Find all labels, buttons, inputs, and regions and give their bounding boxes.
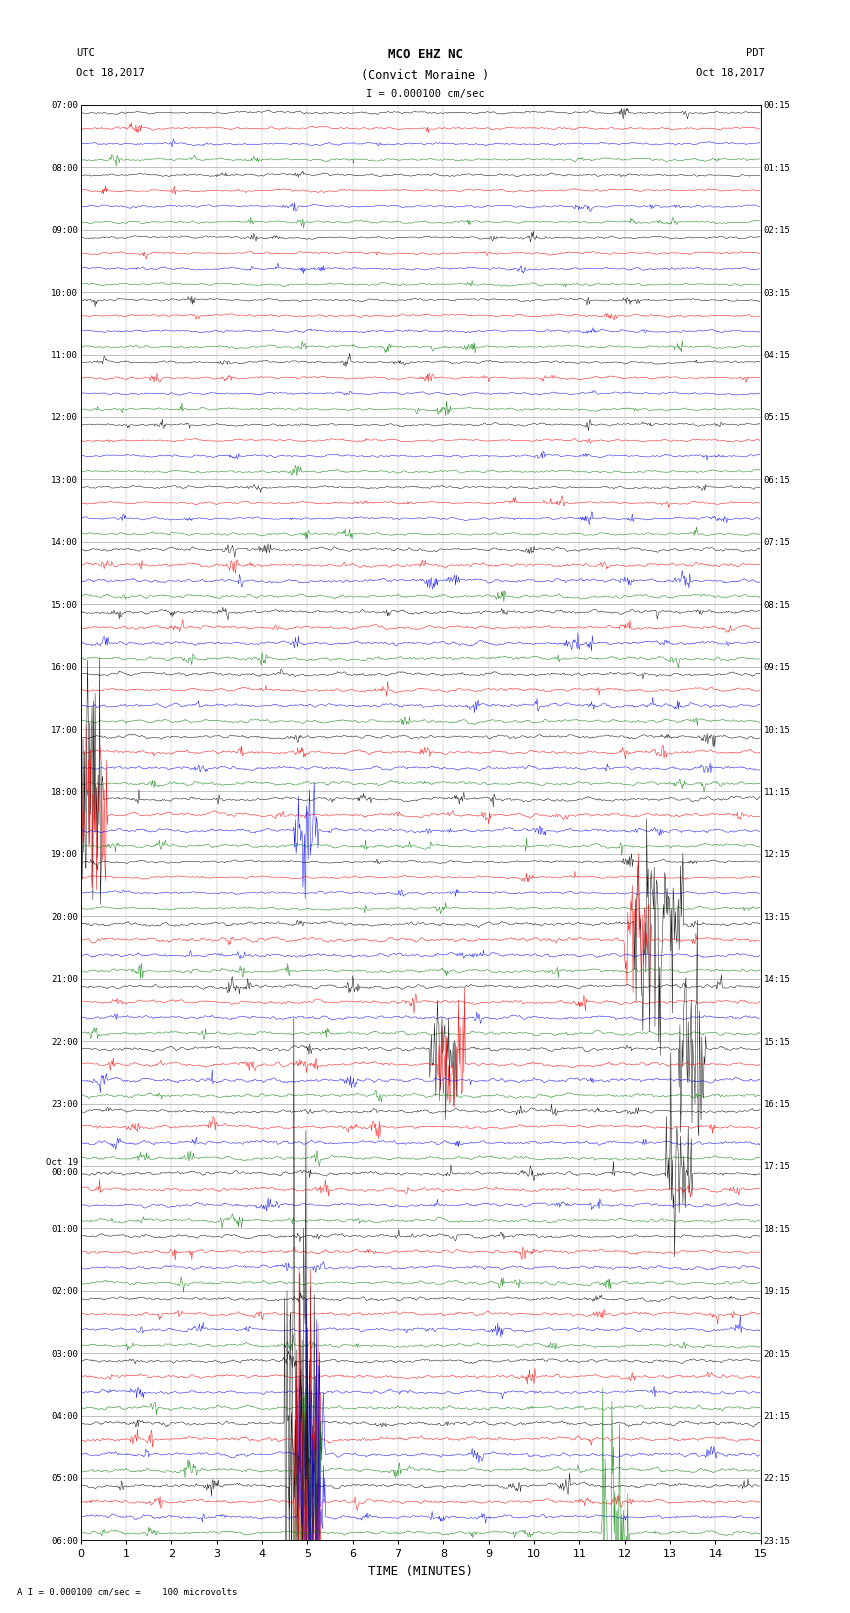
Text: MCO EHZ NC: MCO EHZ NC xyxy=(388,48,462,61)
Text: Oct 18,2017: Oct 18,2017 xyxy=(696,68,765,77)
Text: I = 0.000100 cm/sec: I = 0.000100 cm/sec xyxy=(366,89,484,98)
Text: (Convict Moraine ): (Convict Moraine ) xyxy=(361,69,489,82)
Text: Oct 18,2017: Oct 18,2017 xyxy=(76,68,145,77)
Text: PDT: PDT xyxy=(746,48,765,58)
X-axis label: TIME (MINUTES): TIME (MINUTES) xyxy=(368,1565,473,1578)
Text: A I = 0.000100 cm/sec =    100 microvolts: A I = 0.000100 cm/sec = 100 microvolts xyxy=(17,1587,237,1597)
Text: UTC: UTC xyxy=(76,48,95,58)
